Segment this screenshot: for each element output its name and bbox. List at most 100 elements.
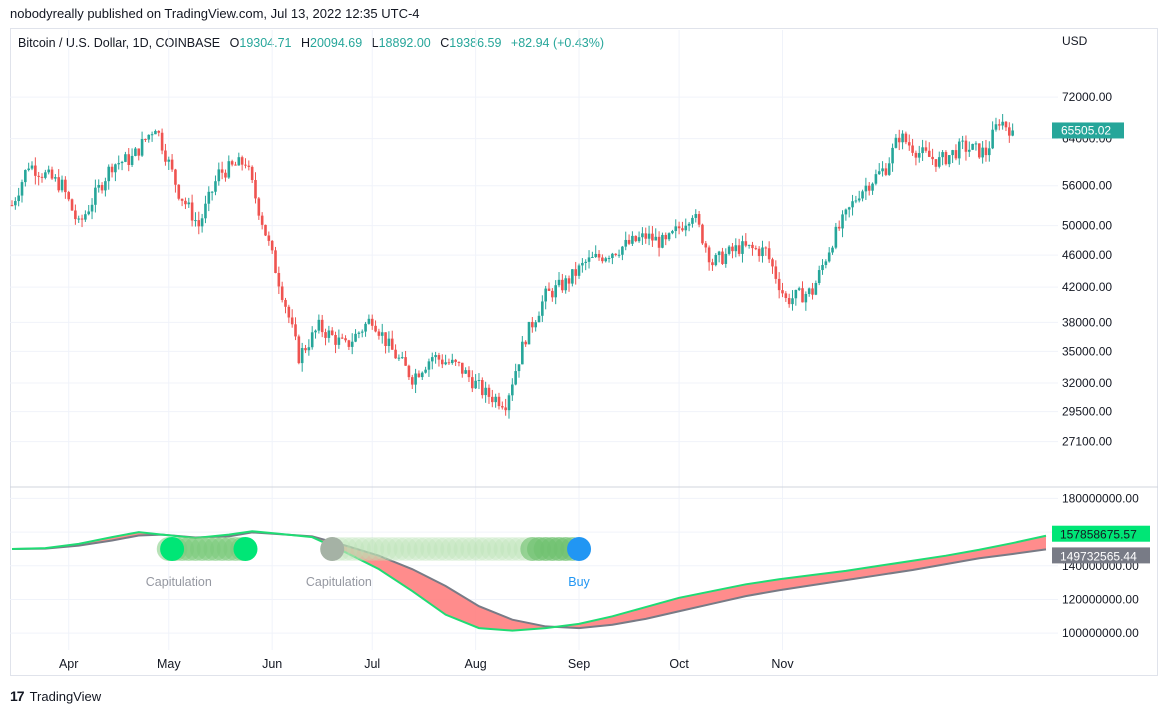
candle-body [691, 217, 694, 224]
candle-body [677, 226, 681, 229]
candle-body [521, 341, 524, 365]
indicator-marker-label: Buy [568, 575, 590, 589]
candle-body [504, 407, 507, 411]
candle-body [484, 387, 487, 396]
time-axis-tick: Aug [465, 657, 487, 671]
accumulation-bubble [493, 537, 518, 561]
candle-body [354, 333, 357, 342]
accumulation-bubble [486, 537, 511, 561]
fast-value-tag [1052, 525, 1150, 542]
candle-body [104, 181, 107, 191]
candle-body [257, 198, 261, 216]
candle-body [414, 373, 417, 385]
candle-body [711, 262, 714, 266]
indicator-axis-tick: 100000000.00 [1062, 626, 1139, 640]
candle-body [94, 187, 97, 205]
candle-body [877, 171, 881, 175]
candle-body [374, 325, 377, 332]
price-axis-tick: 46000.00 [1062, 248, 1112, 262]
candle-body [200, 218, 204, 227]
candle-body [284, 299, 287, 307]
candle-body [701, 224, 704, 244]
candle-body [74, 210, 77, 220]
candle-body [330, 330, 334, 335]
candle-body [294, 324, 297, 337]
accumulation-bubble [406, 537, 431, 561]
candle-body [77, 218, 81, 220]
price-axis-tick: 38000.00 [1062, 315, 1112, 329]
candle-body [507, 395, 511, 411]
candle-body [1011, 130, 1014, 136]
slow-value-label: 149732565.44 [1060, 549, 1137, 563]
candle-body [754, 248, 758, 250]
candle-body [147, 134, 151, 140]
candle-body [791, 298, 794, 305]
accumulation-bubble [413, 537, 438, 561]
candle-body [67, 192, 71, 200]
candle-body [204, 203, 207, 219]
candle-body [180, 198, 184, 201]
candle-body [551, 290, 554, 298]
accumulation-bubble [386, 537, 411, 561]
candle-body [377, 331, 381, 336]
candle-body [444, 362, 447, 365]
candle-body [727, 246, 731, 254]
price-axis-tick: 35000.00 [1062, 344, 1112, 358]
candle-body [17, 195, 20, 202]
candle-body [314, 330, 317, 333]
candle-body [667, 233, 671, 240]
candle-body [564, 278, 567, 291]
accumulation-bubble [440, 537, 465, 561]
candle-body [634, 235, 638, 242]
candle-body [240, 157, 244, 165]
candle-body [350, 341, 354, 347]
candle-body [887, 163, 891, 175]
candle-body [857, 198, 861, 201]
candle-body [631, 235, 634, 244]
candle-body [817, 270, 821, 283]
candle-body [127, 154, 131, 165]
candle-body [834, 226, 838, 248]
candle-body [50, 169, 54, 179]
candle-body [911, 145, 914, 153]
candle-body [1004, 121, 1008, 128]
candle-body [481, 380, 484, 396]
slow-value-tag [1052, 547, 1150, 564]
candle-body [841, 214, 844, 229]
candle-body [964, 140, 968, 152]
accumulation-bubble [393, 537, 418, 561]
candle-body [160, 132, 164, 151]
candle-body [544, 288, 547, 302]
candle-body [360, 331, 364, 333]
candle-body [487, 387, 491, 397]
candle-body [974, 143, 978, 145]
candle-body [884, 168, 888, 175]
accumulation-bubble [473, 537, 498, 561]
candle-body [324, 332, 327, 338]
candle-body [794, 289, 798, 299]
candle-body [987, 148, 991, 156]
low-label: L [371, 36, 379, 50]
candle-body [114, 164, 117, 173]
price-axis-tick: 27100.00 [1062, 435, 1112, 449]
candle-body [450, 359, 454, 364]
candle-body [777, 278, 781, 291]
price-axis-tick: 29500.00 [1062, 405, 1112, 419]
candle-body [664, 234, 668, 240]
candle-body [534, 322, 537, 328]
candle-body [831, 247, 834, 253]
candle-body [447, 362, 451, 364]
candle-body [597, 253, 601, 258]
candle-body [437, 355, 441, 360]
candle-body [367, 318, 371, 324]
candle-body [107, 166, 111, 182]
accumulation-bubble [400, 537, 425, 561]
candle-body [494, 396, 497, 403]
candle-body [867, 185, 871, 191]
candle-body [601, 257, 604, 262]
candle-body [707, 247, 711, 263]
candle-body [424, 369, 427, 373]
candle-body [767, 248, 771, 260]
candle-body [270, 240, 274, 251]
